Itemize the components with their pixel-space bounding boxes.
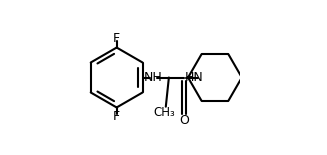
Text: F: F	[113, 32, 120, 45]
Text: CH₃: CH₃	[153, 106, 175, 119]
Text: O: O	[179, 114, 189, 127]
Text: HN: HN	[185, 71, 204, 84]
Text: NH: NH	[144, 71, 163, 84]
Text: F: F	[113, 110, 120, 123]
